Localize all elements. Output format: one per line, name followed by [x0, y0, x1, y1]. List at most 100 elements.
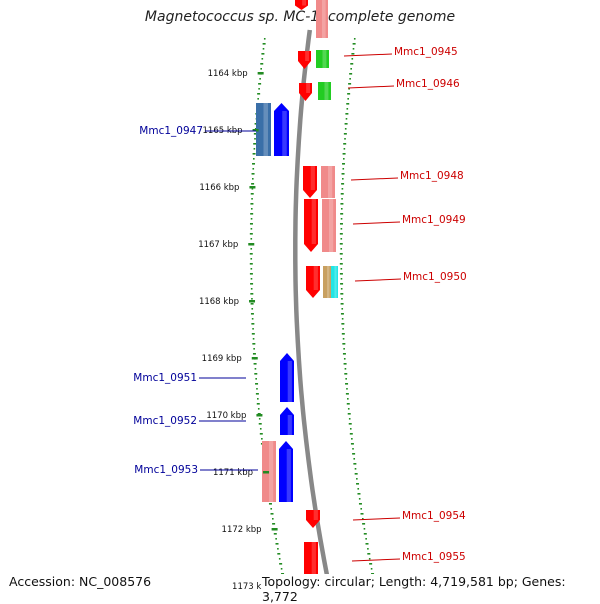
tick-dot-left: [280, 568, 283, 570]
gene-mmc1-0948[interactable]: Mmc1_0948: [303, 166, 464, 198]
tick-dot-right: [353, 458, 356, 460]
tick-dot-left: [250, 283, 254, 285]
tick-dot-left: [271, 518, 274, 520]
tick-dot-right: [370, 568, 373, 570]
tick-dot-left: [249, 233, 253, 235]
tick-dot-left: [254, 138, 256, 140]
tick-dot-right: [341, 173, 345, 175]
tick-dot-right: [340, 303, 344, 305]
tick-dot-left: [262, 43, 266, 45]
tick-dot-left: [251, 298, 253, 300]
tick-dot-left: [250, 313, 254, 315]
tick-dot-right: [340, 203, 344, 205]
tick-dot-right: [341, 333, 345, 335]
tick-dot-left: [252, 153, 256, 155]
gene-arrow-sheen: [311, 542, 316, 592]
tick-dot-right: [346, 403, 350, 405]
tick-dot-right: [347, 93, 351, 95]
tick-dot-right: [352, 48, 355, 50]
gene-arrow: [298, 51, 311, 69]
tick-label: 1164 kbp: [208, 69, 248, 79]
gene-mmc1-0952[interactable]: Mmc1_0952: [133, 407, 294, 435]
tick-dot-right: [356, 478, 358, 480]
gene-label[interactable]: Mmc1_0948: [400, 170, 464, 182]
gene-mmc1-0947[interactable]: Mmc1_0947: [139, 103, 289, 156]
feature-block-sheen: [324, 82, 329, 100]
tick-dot-right: [341, 323, 345, 325]
tick-dot-left: [251, 198, 253, 200]
tick-dot-right: [365, 543, 369, 545]
feature-block-sheen: [322, 0, 326, 38]
tick-dot-right: [343, 358, 346, 360]
tick-dot-left: [270, 508, 273, 510]
tick-dot-right: [345, 378, 347, 380]
gene-mmc1-0953[interactable]: Mmc1_0953: [134, 441, 293, 502]
gene-label[interactable]: Mmc1_0954: [402, 510, 466, 522]
tick-dot-left: [253, 133, 257, 135]
tick-dot-right: [343, 348, 345, 350]
gene-arrow-sheen: [286, 449, 291, 502]
tick-dot-right: [341, 188, 344, 190]
gene-mmc1-0949[interactable]: Mmc1_0949: [304, 199, 466, 252]
gene-label[interactable]: Mmc1_0945: [394, 46, 458, 58]
tick-dot-right: [354, 468, 357, 470]
gene-arrow: [304, 199, 318, 252]
feature-block: [331, 266, 338, 298]
feature-block-sheen: [328, 166, 333, 198]
tick-dot-right: [353, 463, 357, 465]
tick-dot-left: [258, 88, 260, 90]
tick-dot-right: [339, 223, 343, 225]
feature-block-sheen: [269, 441, 274, 502]
backbone-line: [293, 29, 335, 600]
tick-dot-left: [257, 93, 261, 95]
gene-mmc1-0946[interactable]: Mmc1_0946: [299, 78, 460, 101]
tick-dot-left: [251, 323, 255, 325]
gene-arrow-sheen: [287, 361, 292, 402]
gene-label[interactable]: Mmc1_0947: [139, 125, 203, 137]
gene-mmc1-0954[interactable]: Mmc1_0954: [306, 510, 466, 528]
tick-dot-left: [262, 48, 265, 50]
gene-label[interactable]: Mmc1_0952: [133, 415, 197, 427]
tick-dot-right: [339, 263, 343, 265]
tick-dot-right: [339, 273, 343, 275]
tick-dot-right: [340, 218, 343, 220]
tick-dot-right: [340, 213, 344, 215]
tick-dot-left: [261, 438, 263, 440]
tick-dot-right: [342, 343, 346, 345]
tick-dot-right: [339, 243, 343, 245]
topology-label: Topology: circular; Length: 4,719,581 bp…: [262, 574, 600, 604]
tick-dot-right: [345, 393, 349, 395]
tick-dot-left: [254, 368, 257, 370]
tick-dot-right: [349, 78, 351, 80]
tick-dot-right: [342, 158, 345, 160]
tick-dot-right: [340, 208, 343, 210]
feature-block: [316, 0, 328, 38]
gene-mmc1-0950[interactable]: Mmc1_0950: [306, 266, 467, 298]
tick-dot-right: [339, 253, 343, 255]
tick-dot-left: [254, 373, 258, 375]
tick-dot-left: [279, 563, 283, 565]
gene-label[interactable]: Mmc1_0953: [134, 464, 198, 476]
gene-arrow-sheen: [313, 266, 318, 290]
tick-dot-left: [251, 173, 255, 175]
gene-label[interactable]: Mmc1_0951: [133, 372, 197, 384]
gene-label[interactable]: Mmc1_0946: [396, 78, 460, 90]
feature-block: [318, 82, 331, 100]
tick-dot-right: [347, 98, 349, 100]
tick-dot-right: [369, 563, 373, 565]
tick-dot-left: [268, 503, 272, 505]
tick-dot-left: [250, 303, 254, 305]
feature-block-sheen: [327, 266, 330, 298]
gene-mmc1-0951[interactable]: Mmc1_0951: [133, 353, 294, 402]
tick-dot-right: [341, 308, 344, 310]
gene-label[interactable]: Mmc1_0950: [403, 271, 467, 283]
gene-mmc1-0945[interactable]: Mmc1_0945: [298, 46, 458, 69]
gene-label[interactable]: Mmc1_0949: [402, 214, 466, 226]
tick-dot-right: [365, 538, 367, 540]
tick-dot-right: [350, 63, 354, 65]
tick-dot-right: [345, 118, 348, 120]
tick-dot-left: [259, 78, 261, 80]
tick-dot-left: [250, 203, 254, 205]
gene-label[interactable]: Mmc1_0955: [402, 551, 466, 563]
